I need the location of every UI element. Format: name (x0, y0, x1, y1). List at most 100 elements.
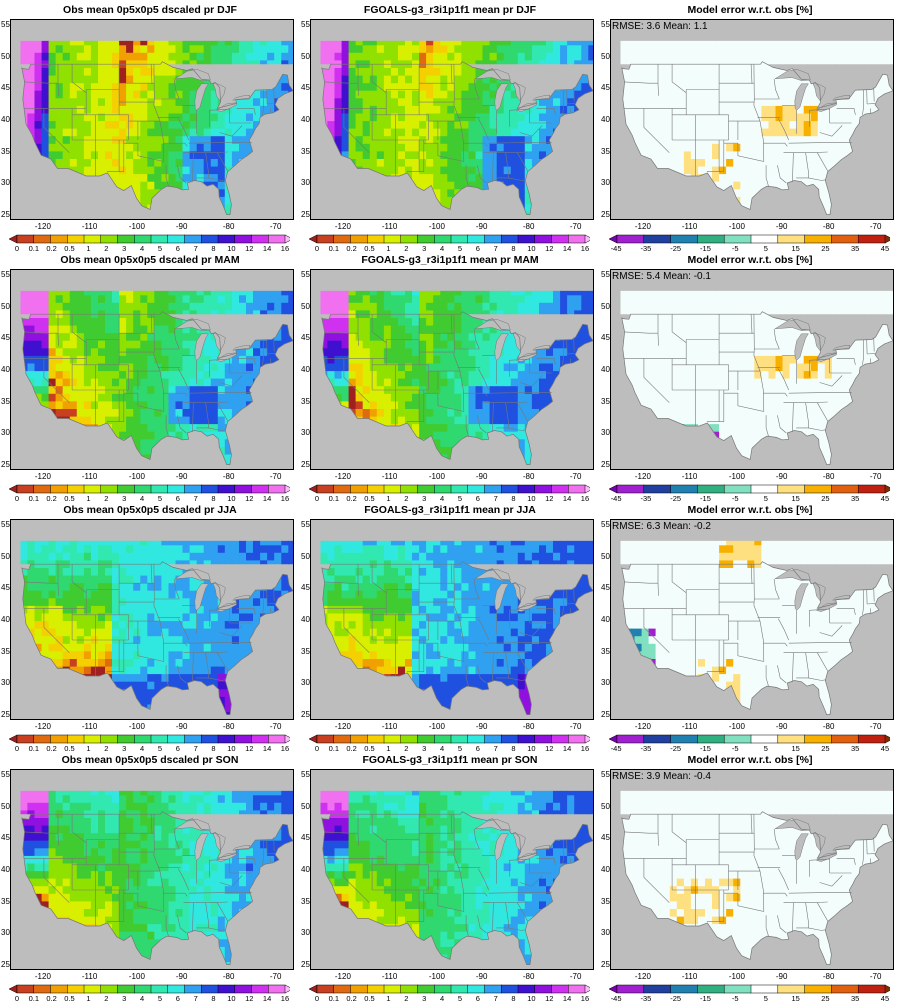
lat-tick-label: 30 (1, 428, 10, 437)
lon-tick-label: -100 (429, 722, 445, 731)
error-swatch-10 (858, 985, 885, 993)
precip-swatch-9 (151, 235, 168, 243)
lon-tick-label: -110 (382, 472, 397, 481)
precip-swatch-2 (34, 235, 51, 243)
panel-title: Obs mean 0p5x0p5 dscaled pr JJA (0, 504, 300, 516)
lat-tick-label: 55 (601, 270, 610, 279)
precip-label: 0.1 (29, 994, 39, 1003)
lon-tick-label: -100 (129, 972, 145, 981)
precip-label: 0.5 (64, 994, 74, 1003)
lon-tick-label: -90 (476, 722, 488, 731)
lat-tick-label: 50 (1, 802, 10, 811)
precip-swatch-10 (168, 485, 185, 493)
lat-tick-label: 45 (301, 83, 310, 92)
lon-tick-label: -80 (523, 222, 535, 231)
lon-tick-label: -70 (570, 972, 582, 981)
lat-tick-label: 40 (1, 865, 10, 874)
conus-map (11, 770, 293, 969)
lat-tick-label: 25 (601, 210, 610, 219)
precip-swatch-1 (317, 735, 334, 743)
conus-map (611, 20, 893, 219)
lat-tick-label: 30 (301, 178, 310, 187)
precip-swatch-0 (309, 735, 317, 743)
precip-swatch-12 (501, 235, 518, 243)
lat-tick-label: 45 (301, 583, 310, 592)
lat-tick-label: 40 (301, 865, 310, 874)
lon-tick-label: -80 (523, 722, 535, 731)
precip-swatch-4 (367, 735, 384, 743)
lat-tick-label: 50 (1, 52, 10, 61)
precip-swatch-14 (235, 735, 252, 743)
panel-title: Obs mean 0p5x0p5 dscaled pr MAM (0, 254, 300, 266)
conus-map (311, 770, 593, 969)
lon-tick-label: -110 (682, 472, 697, 481)
lon-tick-label: -70 (270, 972, 282, 981)
precip-swatch-11 (485, 985, 502, 993)
lat-tick-label: 35 (1, 897, 10, 906)
lon-tick-label: -120 (35, 222, 51, 231)
precip-swatch-13 (518, 235, 535, 243)
lat-tick-label: 55 (301, 20, 310, 29)
precip-swatch-9 (151, 985, 168, 993)
lon-tick-label: -120 (35, 472, 51, 481)
precip-swatch-13 (218, 235, 235, 243)
lon-tick-label: -90 (776, 972, 788, 981)
precip-swatch-7 (418, 485, 435, 493)
error-swatch-5 (724, 985, 751, 993)
error-swatch-1 (617, 235, 644, 243)
lat-tick-label: 45 (301, 333, 310, 342)
precip-label: 0.2 (46, 994, 56, 1003)
precip-swatch-11 (185, 985, 202, 993)
error-swatch-2 (644, 235, 671, 243)
precip-swatch-7 (118, 485, 135, 493)
error-swatch-11 (885, 985, 890, 993)
precip-swatch-16 (268, 485, 285, 493)
lat-tick-label: 40 (601, 365, 610, 374)
lat-tick-label: 25 (601, 460, 610, 469)
error-swatch-3 (671, 985, 698, 993)
panel-title: Obs mean 0p5x0p5 dscaled pr DJF (0, 4, 300, 16)
error-swatch-3 (671, 735, 698, 743)
conus-map (11, 270, 293, 469)
precip-swatch-10 (468, 235, 485, 243)
lat-tick-label: 30 (301, 928, 310, 937)
error-swatch-4 (697, 735, 724, 743)
precip-swatch-15 (552, 485, 569, 493)
precip-label: 1 (386, 994, 390, 1003)
precip-swatch-3 (351, 485, 368, 493)
lon-tick-label: -80 (523, 472, 535, 481)
lon-tick-label: -120 (335, 972, 351, 981)
precip-swatch-14 (235, 485, 252, 493)
precip-swatch-7 (118, 985, 135, 993)
lon-tick-label: -120 (635, 222, 651, 231)
precip-label: 14 (263, 994, 271, 1003)
lat-tick-label: 30 (1, 928, 10, 937)
precip-swatch-16 (568, 985, 585, 993)
lon-tick-label: -80 (823, 222, 835, 231)
precip-swatch-17 (585, 985, 590, 993)
error-stats: RMSE: 3.9 Mean: -0.4 (612, 771, 711, 782)
error-label: -5 (732, 994, 739, 1003)
precip-swatch-3 (351, 235, 368, 243)
lon-tick-label: -80 (823, 472, 835, 481)
lon-tick-label: -80 (223, 222, 235, 231)
precip-label: 7 (194, 994, 198, 1003)
precip-swatch-6 (101, 235, 118, 243)
precip-swatch-1 (17, 985, 34, 993)
lon-tick-label: -100 (729, 472, 745, 481)
precip-swatch-12 (201, 985, 218, 993)
precip-swatch-3 (51, 985, 68, 993)
precip-swatch-9 (151, 735, 168, 743)
lon-tick-label: -100 (429, 972, 445, 981)
conus-map (611, 270, 893, 469)
precip-swatch-8 (134, 235, 151, 243)
precip-swatch-14 (235, 985, 252, 993)
lon-tick-label: -120 (635, 972, 651, 981)
error-swatch-6 (751, 985, 778, 993)
precip-swatch-3 (51, 485, 68, 493)
error-colorbar (608, 734, 890, 744)
precip-label: 8 (511, 994, 515, 1003)
precip-swatch-8 (434, 735, 451, 743)
